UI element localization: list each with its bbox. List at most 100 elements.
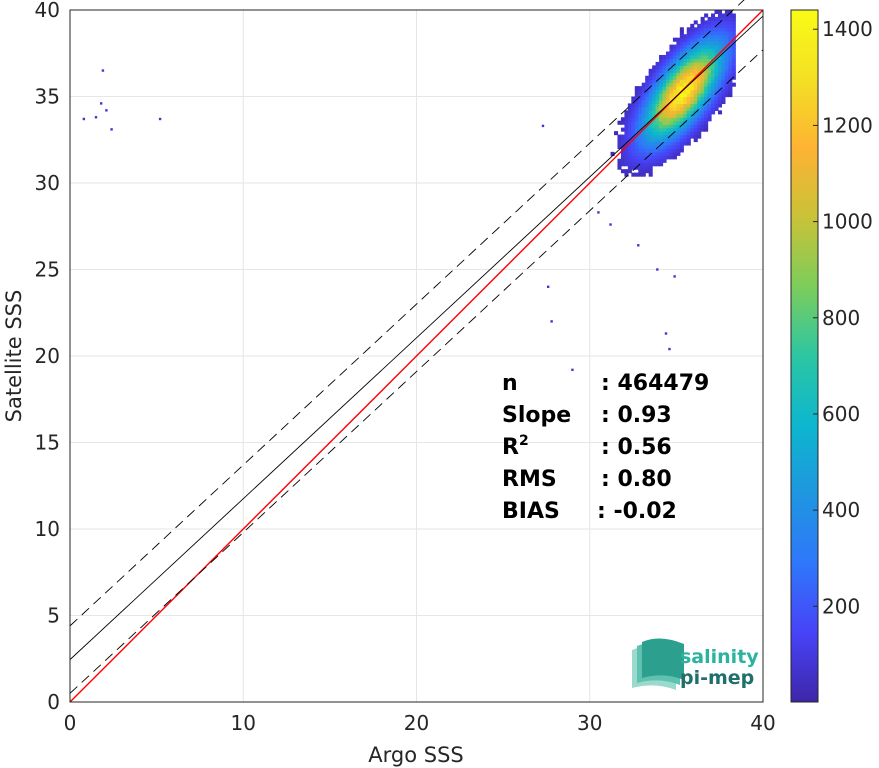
- density-cell: [662, 110, 667, 115]
- density-cell: [731, 34, 736, 39]
- density-cell: [627, 155, 632, 160]
- density-cell: [714, 82, 719, 87]
- density-cell: [707, 110, 712, 115]
- density-cell: [652, 68, 657, 73]
- density-cell: [728, 58, 733, 63]
- density-cell: [631, 155, 636, 160]
- density-cell: [641, 172, 646, 177]
- density-cell: [704, 30, 709, 35]
- density-cell: [665, 120, 671, 125]
- density-cell: [731, 65, 736, 70]
- density-cell: [711, 51, 716, 56]
- density-cell: [624, 124, 629, 129]
- density-cell: [693, 44, 698, 49]
- density-cell: [697, 113, 702, 118]
- density-cell: [683, 113, 688, 118]
- density-cell: [665, 96, 671, 101]
- density-cell: [634, 113, 639, 118]
- density-cell: [704, 79, 709, 84]
- density-cell: [690, 23, 695, 28]
- density-cell: [627, 162, 632, 167]
- density-cell: [679, 96, 684, 101]
- density-cell: [648, 82, 653, 87]
- density-cell: [690, 89, 695, 94]
- density-cell: [707, 113, 712, 118]
- density-cell: [724, 20, 729, 25]
- density-cell: [655, 155, 660, 160]
- outlier-point: [609, 223, 612, 226]
- density-cell: [634, 86, 639, 91]
- density-cell: [711, 23, 716, 28]
- density-cell: [693, 96, 698, 101]
- density-cell: [652, 144, 657, 150]
- density-cell: [686, 75, 691, 80]
- density-cell: [655, 151, 660, 156]
- density-cell: [672, 113, 677, 118]
- y-tick-label: 35: [35, 85, 60, 109]
- density-cell: [641, 82, 646, 87]
- density-cell: [700, 61, 705, 66]
- density-cell: [665, 93, 671, 98]
- density-cell: [693, 20, 698, 25]
- density-cell: [721, 27, 726, 32]
- density-cell: [676, 151, 681, 156]
- density-cell: [669, 106, 674, 111]
- density-cell: [707, 51, 712, 56]
- density-cell: [669, 44, 674, 49]
- density-cell: [728, 16, 733, 21]
- density-cell: [624, 117, 629, 122]
- density-cell: [690, 131, 695, 136]
- density-cell: [707, 72, 712, 77]
- density-cell: [652, 158, 657, 163]
- density-cell: [655, 127, 660, 132]
- density-cell: [659, 138, 664, 143]
- density-cell: [700, 58, 705, 63]
- density-cell: [704, 23, 709, 28]
- density-cell: [704, 13, 709, 18]
- density-cell: [714, 30, 719, 35]
- density-cell: [659, 58, 664, 63]
- density-cell: [717, 93, 723, 98]
- density-cell: [655, 79, 660, 84]
- density-cell: [627, 117, 632, 122]
- density-cell: [690, 99, 695, 105]
- y-tick-label: 10: [35, 517, 60, 541]
- density-cell: [721, 89, 726, 94]
- density-cell: [627, 144, 632, 150]
- density-cell: [679, 110, 684, 115]
- density-cell: [665, 127, 671, 132]
- density-cell: [693, 34, 698, 39]
- density-cell: [697, 106, 702, 111]
- density-cell: [693, 54, 698, 60]
- density-cell: [641, 134, 646, 139]
- density-cell: [728, 82, 733, 87]
- density-cell: [634, 127, 639, 132]
- density-cell: [672, 148, 677, 153]
- density-cell: [728, 61, 733, 66]
- density-cell: [707, 75, 712, 80]
- density-cell: [645, 169, 650, 174]
- density-cell: [693, 79, 698, 84]
- density-cell: [631, 131, 636, 136]
- density-cell: [697, 127, 702, 132]
- density-cell: [659, 68, 664, 73]
- density-cell: [686, 120, 691, 125]
- density-cell: [659, 144, 664, 150]
- density-cell: [665, 65, 671, 70]
- density-cell: [610, 151, 615, 156]
- density-cell: [717, 82, 723, 87]
- density-cell: [627, 151, 632, 156]
- density-cell: [686, 48, 691, 53]
- density-cell: [686, 34, 691, 39]
- density-cell: [721, 23, 726, 28]
- density-cell: [686, 27, 691, 32]
- stat-superscript: 2: [519, 433, 529, 449]
- density-cell: [728, 68, 733, 73]
- density-cell: [672, 54, 677, 60]
- density-cell: [676, 61, 681, 66]
- line-identity: [69, 9, 764, 703]
- density-cell: [679, 58, 684, 63]
- density-cell: [631, 120, 636, 125]
- density-cell: [624, 162, 629, 167]
- line-fit: [69, 15, 764, 660]
